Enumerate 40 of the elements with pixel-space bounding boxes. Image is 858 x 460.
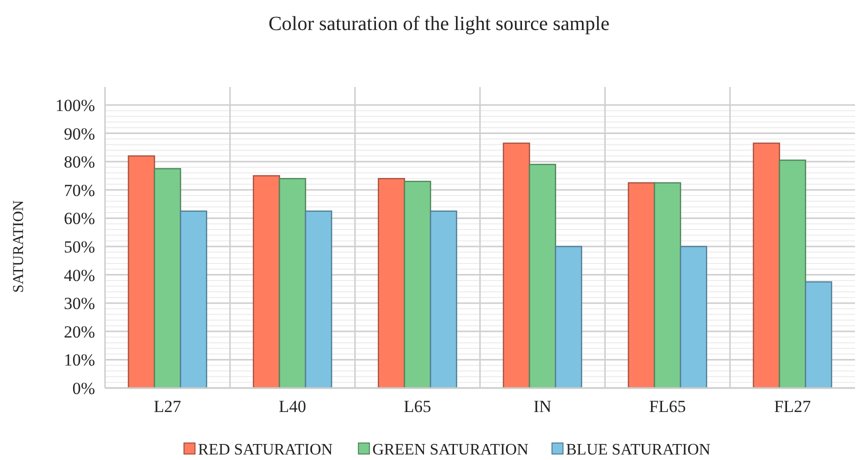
bar [154, 168, 182, 389]
legend-label: GREEN SATURATION [372, 442, 529, 459]
y-tick-label: 20% [64, 322, 95, 342]
bar [804, 281, 832, 389]
bar [752, 142, 780, 389]
y-tick-label: 70% [64, 180, 95, 200]
bar [278, 178, 306, 389]
bar [430, 210, 458, 389]
bar [404, 180, 432, 389]
y-tick-label: 0% [72, 378, 95, 398]
bar [128, 155, 156, 389]
y-tick-label: 30% [64, 294, 95, 314]
x-tick-label: IN [534, 397, 552, 416]
y-tick-label: 80% [64, 152, 95, 172]
y-tick-label: 60% [64, 209, 95, 228]
legend-label: RED SATURATION [198, 442, 334, 459]
bar [304, 210, 332, 389]
bar [554, 246, 582, 389]
x-tick-label: L65 [404, 397, 432, 416]
y-tick-label: 100% [55, 96, 95, 115]
bar [180, 210, 208, 389]
bar [378, 178, 406, 389]
bar [528, 164, 556, 389]
bar [252, 175, 280, 389]
y-tick-label: 90% [64, 124, 95, 144]
y-axis-title: SATURATION [11, 200, 27, 293]
x-tick-label: FL27 [774, 397, 812, 416]
bar [502, 142, 530, 389]
bar [654, 182, 682, 389]
chart-title: Color saturation of the light source sample [268, 13, 610, 35]
y-tick-label: 10% [64, 350, 95, 370]
bar [628, 182, 656, 389]
bar [680, 246, 708, 389]
bar [778, 160, 806, 389]
x-tick-label: L40 [278, 397, 306, 416]
x-tick-label: L27 [154, 397, 182, 416]
y-tick-label: 50% [64, 237, 95, 256]
y-tick-label: 40% [64, 266, 95, 285]
legend-label: BLUE SATURATION [566, 442, 711, 459]
x-tick-label: FL65 [649, 397, 686, 416]
